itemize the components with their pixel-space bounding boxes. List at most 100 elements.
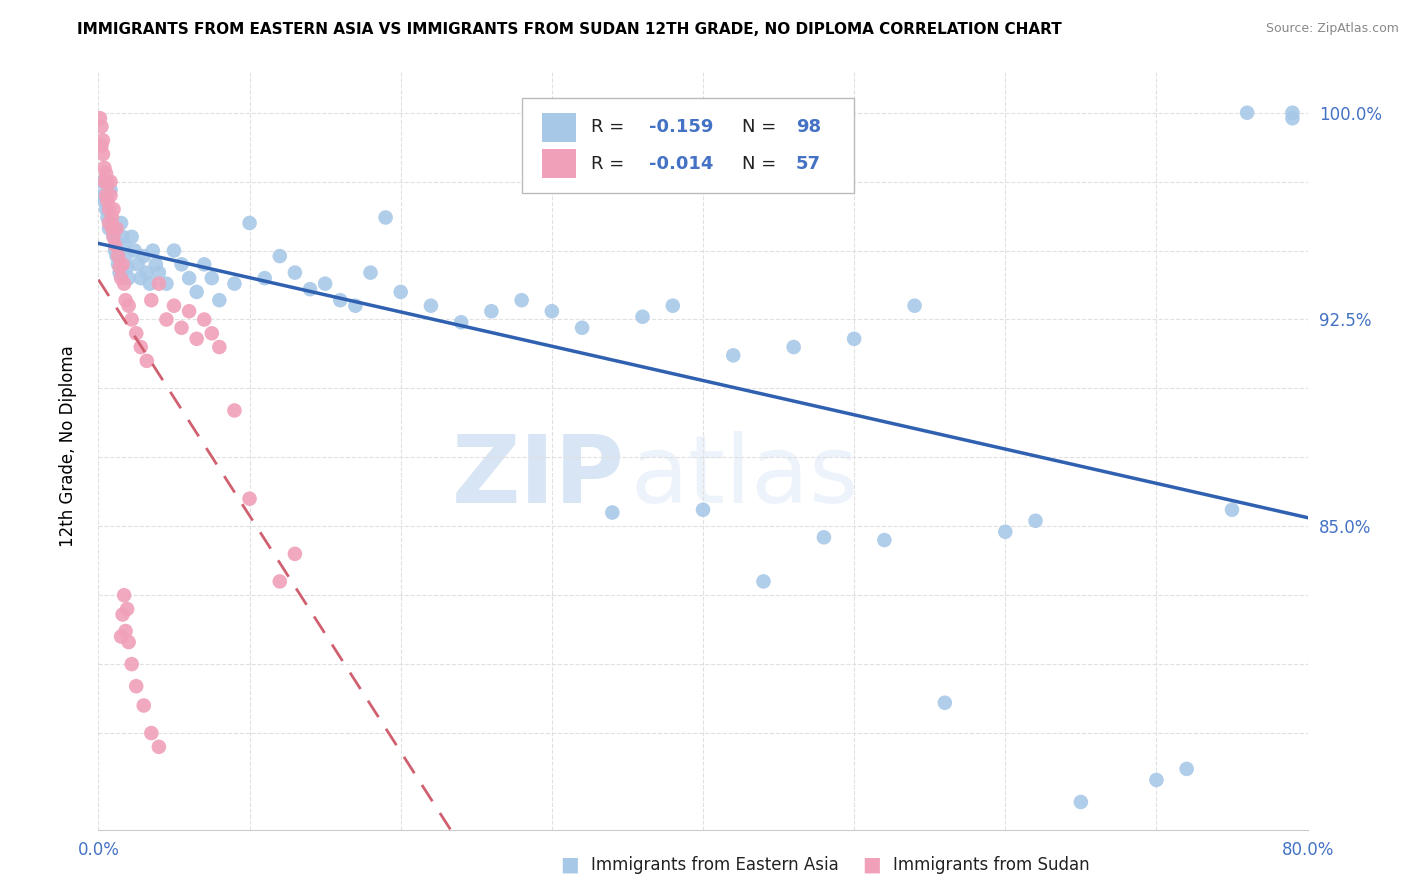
Point [873,533,896,547]
Point [193,257,215,271]
Point [90,188,112,202]
Point [100,188,122,202]
Point [201,271,224,285]
Point [112,588,135,602]
Point [115,260,138,274]
Point [100,175,122,189]
Point [148,266,170,280]
Point [114,624,136,638]
Point [125,679,148,693]
Point [101,216,124,230]
Point [1144,772,1167,787]
FancyBboxPatch shape [522,98,855,193]
Point [141,726,163,740]
Text: N =: N = [742,119,776,136]
Point [129,271,152,285]
Point [108,260,131,274]
Point [224,403,246,417]
Point [100,183,122,197]
Point [269,574,291,589]
Point [121,312,143,326]
Point [186,332,208,346]
Point [224,277,246,291]
Point [360,266,382,280]
Point [813,530,835,544]
Point [844,332,866,346]
Point [602,506,624,520]
Point [631,310,654,324]
Point [91,133,114,147]
Text: R =: R = [591,119,624,136]
Point [93,194,115,208]
Point [201,326,224,341]
Point [163,244,186,258]
Point [239,216,262,230]
Point [111,229,134,244]
Point [374,211,396,225]
Text: 12th Grade, No Diploma: 12th Grade, No Diploma [59,345,77,547]
Point [139,277,162,291]
Text: Immigrants from Sudan: Immigrants from Sudan [893,856,1090,874]
Point [93,175,115,189]
Point [104,238,127,252]
Point [170,257,193,271]
Point [93,161,115,175]
Text: Source: ZipAtlas.com: Source: ZipAtlas.com [1265,22,1399,36]
Point [148,277,170,291]
Point [110,271,132,285]
Point [96,175,118,189]
Text: IMMIGRANTS FROM EASTERN ASIA VS IMMIGRANTS FROM SUDAN 12TH GRADE, NO DIPLOMA COR: IMMIGRANTS FROM EASTERN ASIA VS IMMIGRAN… [77,22,1062,37]
Point [994,524,1017,539]
Text: R =: R = [591,155,624,173]
Point [121,229,143,244]
Text: ▪: ▪ [862,851,882,880]
Point [121,657,143,672]
Point [98,216,121,230]
Point [1236,105,1258,120]
Point [105,221,128,235]
Point [101,221,124,235]
Point [510,293,533,308]
Point [239,491,262,506]
Point [98,202,121,217]
Text: ZIP: ZIP [451,431,624,523]
Text: atlas: atlas [630,431,859,523]
Point [94,188,117,202]
Point [112,238,135,252]
Point [752,574,775,589]
Point [145,257,167,271]
Text: 98: 98 [796,119,821,136]
Point [661,299,683,313]
Point [111,257,134,271]
Text: Immigrants from Eastern Asia: Immigrants from Eastern Asia [591,856,838,874]
Point [142,244,165,258]
Point [163,299,186,313]
Point [1070,795,1092,809]
Point [269,249,291,263]
Point [299,282,322,296]
Point [107,249,129,263]
Text: -0.159: -0.159 [648,119,713,136]
Point [1024,514,1046,528]
Point [114,249,136,263]
Bar [543,113,576,142]
Point [94,166,117,180]
Point [115,602,138,616]
Point [208,340,231,354]
Point [98,221,121,235]
Point [110,216,132,230]
Point [94,202,117,217]
Point [101,211,124,225]
Point [179,304,201,318]
Point [186,285,208,299]
Point [108,266,131,280]
Point [103,229,125,244]
Point [481,304,503,318]
Point [110,630,132,644]
Point [135,354,157,368]
Point [107,257,129,271]
Point [132,249,155,263]
Point [571,320,593,334]
Point [90,120,112,134]
Point [934,696,956,710]
